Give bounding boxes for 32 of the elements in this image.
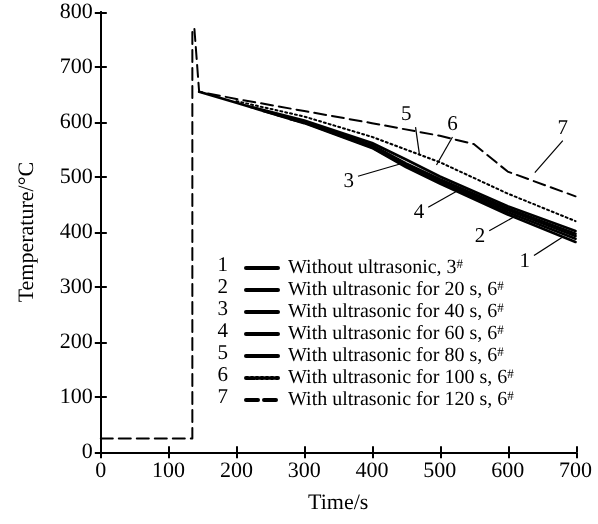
y-tick-label: 500 <box>59 165 94 190</box>
annotation: 4 <box>413 202 426 225</box>
annotation: 3 <box>343 171 354 194</box>
text: 3 <box>217 299 228 321</box>
x-axis-title: Time/s <box>307 491 369 515</box>
y-tick-label: 100 <box>59 385 94 410</box>
text: 6 <box>217 365 228 387</box>
text: 7 <box>217 387 228 409</box>
annotation: 6 <box>447 113 458 136</box>
text: 1 <box>217 255 228 277</box>
y-tick-label: 700 <box>59 55 94 80</box>
text: 2 <box>217 277 228 299</box>
x-tick-label: 300 <box>287 459 322 484</box>
y-tick-label: 200 <box>59 330 94 355</box>
x-tick-label: 600 <box>491 459 526 484</box>
y-tick-label: 0 <box>81 440 94 465</box>
x-tick-label: 100 <box>152 459 187 484</box>
x-tick-label: 700 <box>559 459 593 484</box>
annotation: 7 <box>557 117 569 140</box>
y-tick-label: 800 <box>59 0 94 24</box>
annotation: 1 <box>519 250 530 273</box>
y-tick-label: 400 <box>59 220 94 245</box>
x-tick-label: 200 <box>219 459 254 484</box>
annotation: 5 <box>401 104 412 127</box>
annotation: 2 <box>474 225 486 248</box>
y-tick-label: 600 <box>59 110 94 135</box>
x-tick-label: 400 <box>355 459 390 484</box>
y-axis-title: Temperature/°C <box>15 161 39 303</box>
text: 4 <box>217 321 228 343</box>
y-tick-label: 300 <box>59 275 94 300</box>
x-tick-label: 500 <box>423 459 458 484</box>
text: 5 <box>217 343 228 365</box>
